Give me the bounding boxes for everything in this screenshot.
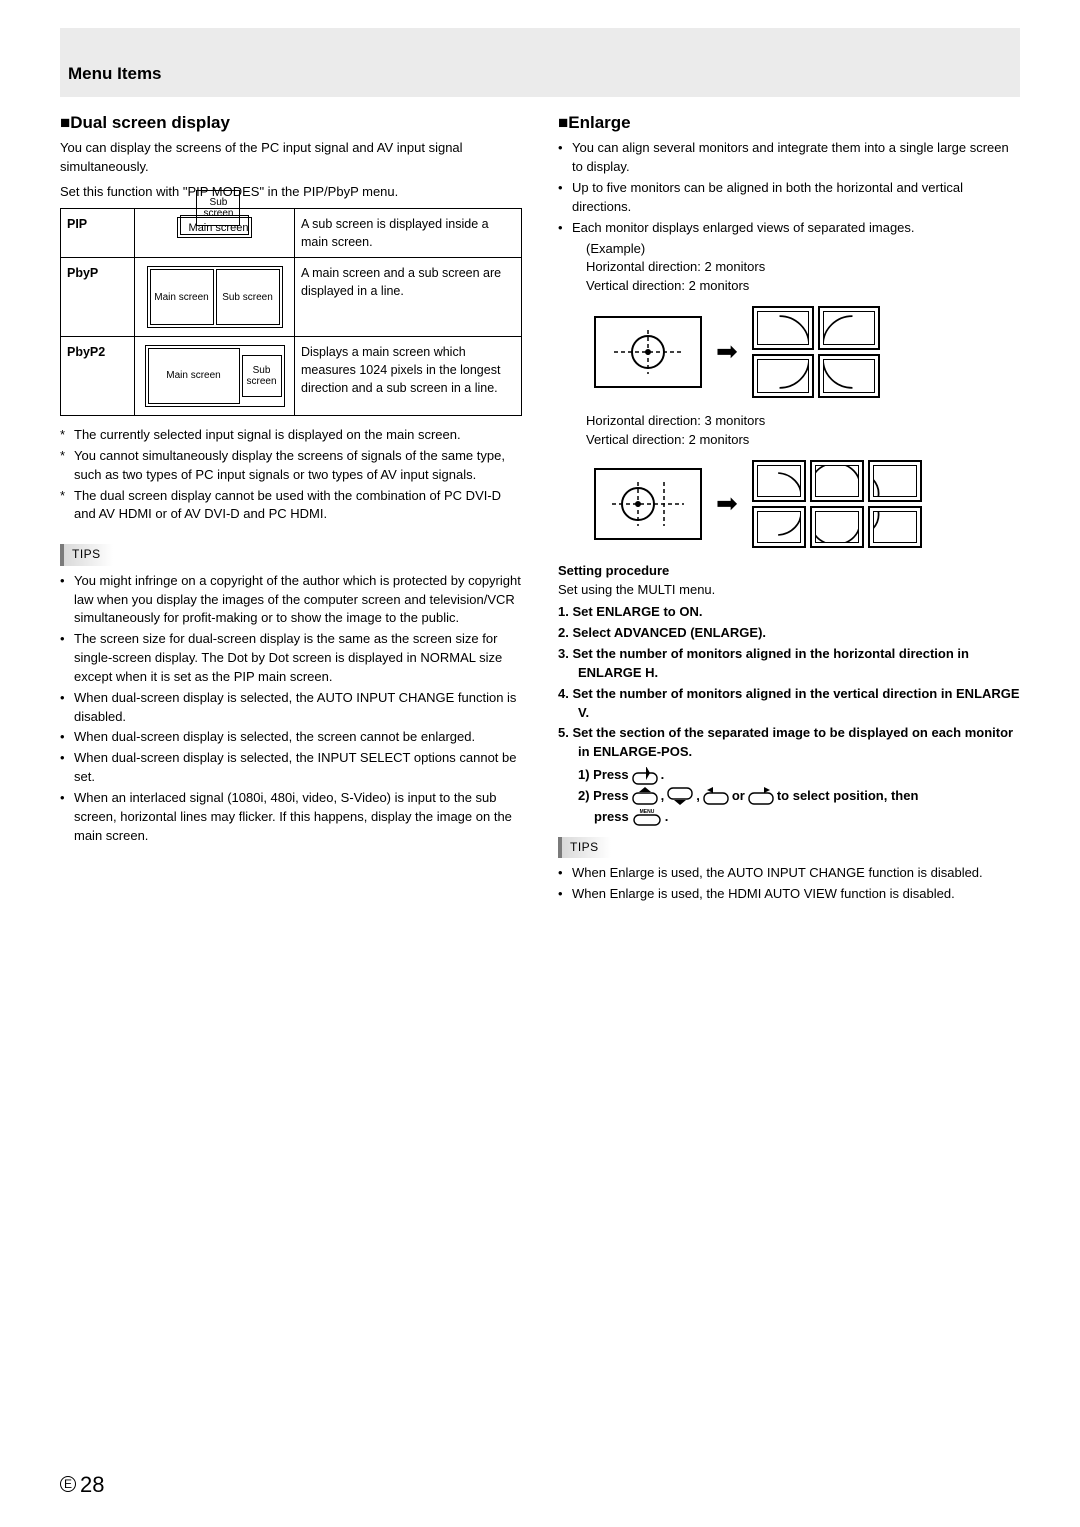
procedure-steps: 1. Set ENLARGE to ON. 2. Select ADVANCED… bbox=[558, 603, 1020, 762]
diagram-sub-label: Sub screen bbox=[196, 190, 240, 226]
example2-line1: Horizontal direction: 3 monitors bbox=[586, 412, 1020, 431]
dual-intro-1: You can display the screens of the PC in… bbox=[60, 139, 522, 177]
list-item: When Enlarge is used, the AUTO INPUT CHA… bbox=[558, 864, 1020, 883]
page-number-value: 28 bbox=[80, 1472, 104, 1497]
list-item: 2. Select ADVANCED (ENLARGE). bbox=[558, 624, 1020, 643]
mode-diagram-pbyp: Main screenSub screen bbox=[135, 258, 295, 337]
remote-right-icon bbox=[748, 787, 774, 805]
mode-desc: A main screen and a sub screen are displ… bbox=[295, 258, 522, 337]
substep-text: 2) Press bbox=[578, 787, 629, 806]
dual-screen-heading: ■Dual screen display bbox=[60, 111, 522, 136]
arrow-right-icon: ➡ bbox=[716, 333, 738, 371]
table-row: PIP Main screenSub screen A sub screen i… bbox=[61, 208, 522, 257]
list-item: 5. Set the section of the separated imag… bbox=[558, 724, 1020, 762]
list-item: When dual-screen display is selected, th… bbox=[60, 689, 522, 727]
diagram-sub-label: Sub screen bbox=[216, 269, 280, 325]
list-item: When Enlarge is used, the HDMI AUTO VIEW… bbox=[558, 885, 1020, 904]
substep-1: 1) Press . bbox=[578, 766, 1020, 785]
mode-label: PbyP2 bbox=[61, 337, 135, 416]
list-item: The currently selected input signal is d… bbox=[60, 426, 522, 445]
mode-desc: Displays a main screen which measures 10… bbox=[295, 337, 522, 416]
mode-label: PbyP bbox=[61, 258, 135, 337]
example-label: (Example) bbox=[586, 240, 1020, 259]
monitor-grid-3x2 bbox=[752, 460, 922, 548]
page-header: Menu Items bbox=[60, 28, 1020, 97]
tips-list-left: You might infringe on a copyright of the… bbox=[60, 572, 522, 846]
table-row: PbyP Main screenSub screen A main screen… bbox=[61, 258, 522, 337]
page-title: Menu Items bbox=[68, 62, 1020, 87]
list-item: The dual screen display cannot be used w… bbox=[60, 487, 522, 525]
list-item: The screen size for dual-screen display … bbox=[60, 630, 522, 687]
remote-down-icon bbox=[667, 787, 693, 805]
remote-up-icon bbox=[632, 787, 658, 805]
page-number: E28 bbox=[60, 1469, 105, 1501]
single-monitor-icon bbox=[594, 468, 702, 540]
arrow-right-icon: ➡ bbox=[716, 485, 738, 523]
mode-diagram-pip: Main screenSub screen bbox=[135, 208, 295, 257]
list-item: When an interlaced signal (1080i, 480i, … bbox=[60, 789, 522, 846]
setting-procedure-heading: Setting procedure bbox=[558, 562, 1020, 581]
example1-line2: Vertical direction: 2 monitors bbox=[586, 277, 1020, 296]
monitor-grid-2x2 bbox=[752, 306, 880, 398]
mode-diagram-pbyp2: Main screenSub screen bbox=[135, 337, 295, 416]
substep-text: 1) Press bbox=[578, 766, 629, 785]
substep-text: press bbox=[594, 808, 629, 827]
list-item: 4. Set the number of monitors aligned in… bbox=[558, 685, 1020, 723]
substep-text: or bbox=[732, 787, 745, 806]
enlarge-diagram-2x2: ➡ bbox=[594, 306, 1020, 398]
enlarge-bullets: You can align several monitors and integ… bbox=[558, 139, 1020, 237]
star-notes-list: The currently selected input signal is d… bbox=[60, 426, 522, 524]
substep-2b: press MENU. bbox=[578, 808, 1020, 827]
remote-right-icon bbox=[632, 767, 658, 785]
list-item: 3. Set the number of monitors aligned in… bbox=[558, 645, 1020, 683]
dual-intro-2: Set this function with "PIP MODES" in th… bbox=[60, 183, 522, 202]
tips-heading: TIPS bbox=[60, 544, 113, 565]
setting-procedure-intro: Set using the MULTI menu. bbox=[558, 581, 1020, 600]
diagram-main-label: Main screen bbox=[150, 269, 214, 325]
enlarge-diagram-3x2: ➡ bbox=[594, 460, 1020, 548]
substep-2: 2) Press , , or to select position, then bbox=[578, 787, 1020, 806]
right-column: ■Enlarge You can align several monitors … bbox=[558, 111, 1020, 906]
list-item: Up to five monitors can be aligned in bo… bbox=[558, 179, 1020, 217]
list-item: Each monitor displays enlarged views of … bbox=[558, 219, 1020, 238]
page-lang-icon: E bbox=[60, 1476, 76, 1492]
table-row: PbyP2 Main screenSub screen Displays a m… bbox=[61, 337, 522, 416]
enlarge-heading: ■Enlarge bbox=[558, 111, 1020, 136]
substep-text: to select position, then bbox=[777, 787, 919, 806]
tips-list-right: When Enlarge is used, the AUTO INPUT CHA… bbox=[558, 864, 1020, 904]
diagram-main-label: Main screen bbox=[148, 348, 240, 404]
diagram-sub-label: Sub screen bbox=[242, 355, 282, 397]
list-item: When dual-screen display is selected, th… bbox=[60, 728, 522, 747]
example1-line1: Horizontal direction: 2 monitors bbox=[586, 258, 1020, 277]
remote-left-icon bbox=[703, 787, 729, 805]
remote-menu-icon: MENU bbox=[632, 808, 662, 826]
list-item: 1. Set ENLARGE to ON. bbox=[558, 603, 1020, 622]
tips-heading: TIPS bbox=[558, 837, 611, 858]
list-item: You cannot simultaneously display the sc… bbox=[60, 447, 522, 485]
single-monitor-icon bbox=[594, 316, 702, 388]
list-item: You can align several monitors and integ… bbox=[558, 139, 1020, 177]
svg-text:MENU: MENU bbox=[639, 809, 654, 815]
mode-label: PIP bbox=[61, 208, 135, 257]
mode-desc: A sub screen is displayed inside a main … bbox=[295, 208, 522, 257]
left-column: ■Dual screen display You can display the… bbox=[60, 111, 522, 906]
example2-line2: Vertical direction: 2 monitors bbox=[586, 431, 1020, 450]
list-item: You might infringe on a copyright of the… bbox=[60, 572, 522, 629]
list-item: When dual-screen display is selected, th… bbox=[60, 749, 522, 787]
pip-modes-table: PIP Main screenSub screen A sub screen i… bbox=[60, 208, 522, 416]
